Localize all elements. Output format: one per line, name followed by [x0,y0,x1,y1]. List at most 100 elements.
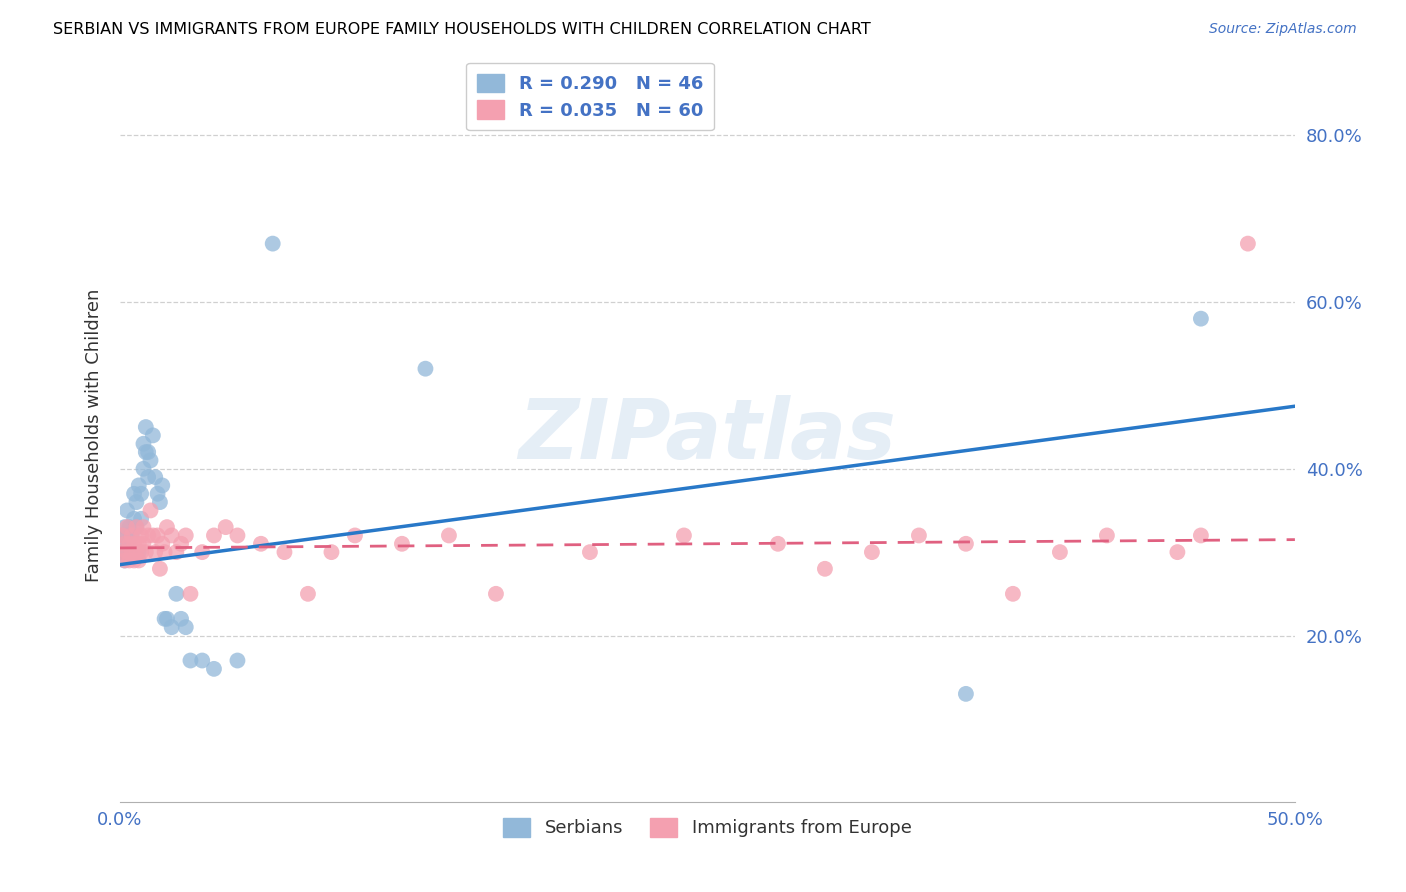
Point [129,487,152,501]
Point [179,587,201,601]
Point [132,436,155,450]
Text: Source: ZipAtlas.com: Source: ZipAtlas.com [1209,22,1357,37]
Point [135,420,157,434]
Point [114,520,136,534]
Point [955,537,977,551]
Point [297,587,319,601]
Point [179,653,201,667]
Point [111,528,134,542]
Point [262,236,284,251]
Point [146,487,169,501]
Point [125,495,148,509]
Point [142,428,165,442]
Point [143,545,166,559]
Point [1189,311,1212,326]
Point [250,537,273,551]
Point [136,470,159,484]
Point [908,528,931,542]
Point [153,612,176,626]
Point [132,537,155,551]
Point [115,545,138,559]
Point [191,653,214,667]
Text: ZIPatlas: ZIPatlas [519,395,897,476]
Point [122,487,145,501]
Point [125,520,148,534]
Point [156,520,179,534]
Point [146,528,169,542]
Point [114,553,136,567]
Point [118,520,141,534]
Point [672,528,695,542]
Point [955,687,977,701]
Point [111,545,134,559]
Point [415,361,437,376]
Point [174,620,197,634]
Point [132,520,155,534]
Point [273,545,295,559]
Point [128,553,150,567]
Point [160,620,183,634]
Point [150,478,173,492]
Point [149,562,172,576]
Point [165,545,187,559]
Point [160,528,183,542]
Point [139,453,162,467]
Point [1095,528,1118,542]
Point [128,478,150,492]
Point [1166,545,1188,559]
Point [226,653,249,667]
Point [121,545,143,559]
Point [165,587,187,601]
Point [143,470,166,484]
Point [129,528,152,542]
Point [111,528,134,542]
Point [114,553,136,567]
Point [202,662,225,676]
Point [156,612,179,626]
Point [128,537,150,551]
Point [129,512,152,526]
Point [142,528,165,542]
Point [114,537,136,551]
Point [343,528,366,542]
Point [170,537,193,551]
Point [814,562,837,576]
Point [1189,528,1212,542]
Point [174,528,197,542]
Point [202,528,225,542]
Point [125,520,148,534]
Point [115,503,138,517]
Point [121,528,143,542]
Point [115,528,138,542]
Point [136,528,159,542]
Point [1237,236,1260,251]
Point [391,537,413,551]
Point [129,545,152,559]
Point [122,553,145,567]
Point [150,537,173,551]
Y-axis label: Family Households with Children: Family Households with Children [86,289,103,582]
Legend: Serbians, Immigrants from Europe: Serbians, Immigrants from Europe [496,811,920,845]
Point [579,545,602,559]
Text: SERBIAN VS IMMIGRANTS FROM EUROPE FAMILY HOUSEHOLDS WITH CHILDREN CORRELATION CH: SERBIAN VS IMMIGRANTS FROM EUROPE FAMILY… [53,22,872,37]
Point [132,462,155,476]
Point [122,512,145,526]
Point [321,545,343,559]
Point [114,537,136,551]
Point [437,528,460,542]
Point [149,495,172,509]
Point [118,553,141,567]
Point [135,545,157,559]
Point [1001,587,1024,601]
Point [139,503,162,517]
Point [111,545,134,559]
Point [191,545,214,559]
Point [122,537,145,551]
Point [128,545,150,559]
Point [115,545,138,559]
Point [485,587,508,601]
Point [121,545,143,559]
Point [170,612,193,626]
Point [215,520,238,534]
Point [125,545,148,559]
